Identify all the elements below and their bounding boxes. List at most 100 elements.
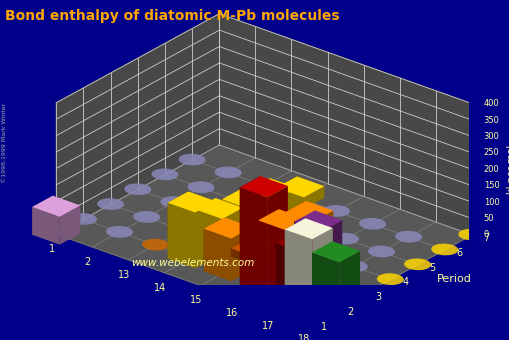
- Polygon shape: [231, 227, 251, 281]
- Text: kJ per mol: kJ per mol: [506, 145, 509, 194]
- Text: 14: 14: [153, 283, 165, 293]
- Text: 1: 1: [48, 244, 54, 254]
- Text: 13: 13: [118, 270, 130, 280]
- Polygon shape: [258, 209, 305, 230]
- Polygon shape: [169, 224, 196, 236]
- Polygon shape: [367, 245, 394, 257]
- Polygon shape: [321, 220, 342, 264]
- Polygon shape: [221, 199, 249, 239]
- Polygon shape: [284, 230, 312, 335]
- Text: www.webelements.com: www.webelements.com: [131, 258, 254, 268]
- Polygon shape: [267, 186, 287, 294]
- Polygon shape: [106, 226, 133, 238]
- Polygon shape: [303, 241, 323, 307]
- Polygon shape: [312, 241, 359, 262]
- Polygon shape: [312, 210, 333, 237]
- Polygon shape: [124, 183, 151, 195]
- Polygon shape: [194, 201, 215, 268]
- Polygon shape: [394, 231, 421, 242]
- Polygon shape: [313, 275, 340, 287]
- Text: 100: 100: [483, 198, 498, 207]
- Polygon shape: [60, 205, 80, 244]
- Text: 350: 350: [483, 116, 498, 124]
- Polygon shape: [221, 188, 270, 209]
- Polygon shape: [284, 218, 332, 239]
- Polygon shape: [239, 176, 287, 197]
- Polygon shape: [458, 229, 485, 240]
- Text: 2: 2: [347, 307, 353, 317]
- Polygon shape: [258, 209, 278, 242]
- Polygon shape: [231, 237, 251, 257]
- Polygon shape: [340, 260, 367, 272]
- Text: 3: 3: [374, 292, 380, 302]
- Polygon shape: [358, 218, 385, 230]
- Polygon shape: [249, 198, 270, 239]
- Polygon shape: [275, 232, 296, 297]
- Polygon shape: [239, 187, 267, 294]
- Text: 0: 0: [483, 231, 488, 239]
- Text: 400: 400: [483, 99, 498, 108]
- Polygon shape: [284, 218, 305, 325]
- Polygon shape: [430, 244, 457, 255]
- Polygon shape: [285, 219, 305, 252]
- Text: 5: 5: [429, 262, 435, 272]
- Polygon shape: [312, 241, 332, 310]
- Text: 200: 200: [483, 165, 498, 174]
- Polygon shape: [196, 209, 223, 221]
- Polygon shape: [178, 154, 205, 166]
- Text: 300: 300: [483, 132, 498, 141]
- Text: 7: 7: [483, 233, 489, 243]
- Polygon shape: [285, 201, 333, 222]
- Polygon shape: [312, 228, 332, 335]
- Polygon shape: [331, 233, 358, 244]
- Text: 4: 4: [401, 277, 407, 287]
- Polygon shape: [167, 203, 194, 268]
- Polygon shape: [194, 209, 222, 254]
- Polygon shape: [294, 222, 321, 264]
- Polygon shape: [276, 188, 303, 209]
- Polygon shape: [303, 186, 324, 209]
- Polygon shape: [275, 232, 323, 253]
- Polygon shape: [56, 14, 219, 234]
- Polygon shape: [249, 178, 297, 199]
- Polygon shape: [194, 198, 215, 244]
- Polygon shape: [249, 178, 269, 214]
- Text: 16: 16: [225, 308, 238, 318]
- Polygon shape: [203, 218, 251, 238]
- Polygon shape: [403, 258, 430, 270]
- Polygon shape: [294, 210, 342, 232]
- Text: Period: Period: [436, 274, 471, 285]
- Text: 250: 250: [483, 148, 498, 157]
- Polygon shape: [376, 273, 403, 285]
- Polygon shape: [258, 247, 278, 266]
- Polygon shape: [275, 243, 303, 307]
- Text: 15: 15: [189, 295, 202, 305]
- Polygon shape: [276, 176, 296, 199]
- Polygon shape: [223, 194, 250, 206]
- Text: 1: 1: [320, 322, 326, 332]
- Polygon shape: [97, 198, 124, 210]
- Polygon shape: [231, 237, 278, 258]
- Polygon shape: [239, 176, 260, 284]
- Polygon shape: [133, 211, 160, 223]
- Text: 2: 2: [84, 257, 91, 267]
- Text: 18: 18: [297, 334, 309, 340]
- Polygon shape: [249, 189, 276, 224]
- Polygon shape: [349, 288, 376, 300]
- Polygon shape: [203, 218, 224, 271]
- Polygon shape: [56, 145, 471, 324]
- Text: 6: 6: [456, 248, 462, 258]
- Polygon shape: [167, 191, 215, 212]
- Text: 17: 17: [261, 321, 274, 331]
- Polygon shape: [203, 229, 231, 281]
- Polygon shape: [160, 196, 187, 208]
- Polygon shape: [312, 253, 338, 320]
- Polygon shape: [285, 212, 312, 237]
- Polygon shape: [338, 251, 359, 320]
- Polygon shape: [258, 220, 285, 252]
- Polygon shape: [142, 239, 169, 251]
- Polygon shape: [276, 188, 297, 224]
- Polygon shape: [277, 262, 304, 274]
- Polygon shape: [214, 167, 241, 178]
- Polygon shape: [32, 196, 53, 235]
